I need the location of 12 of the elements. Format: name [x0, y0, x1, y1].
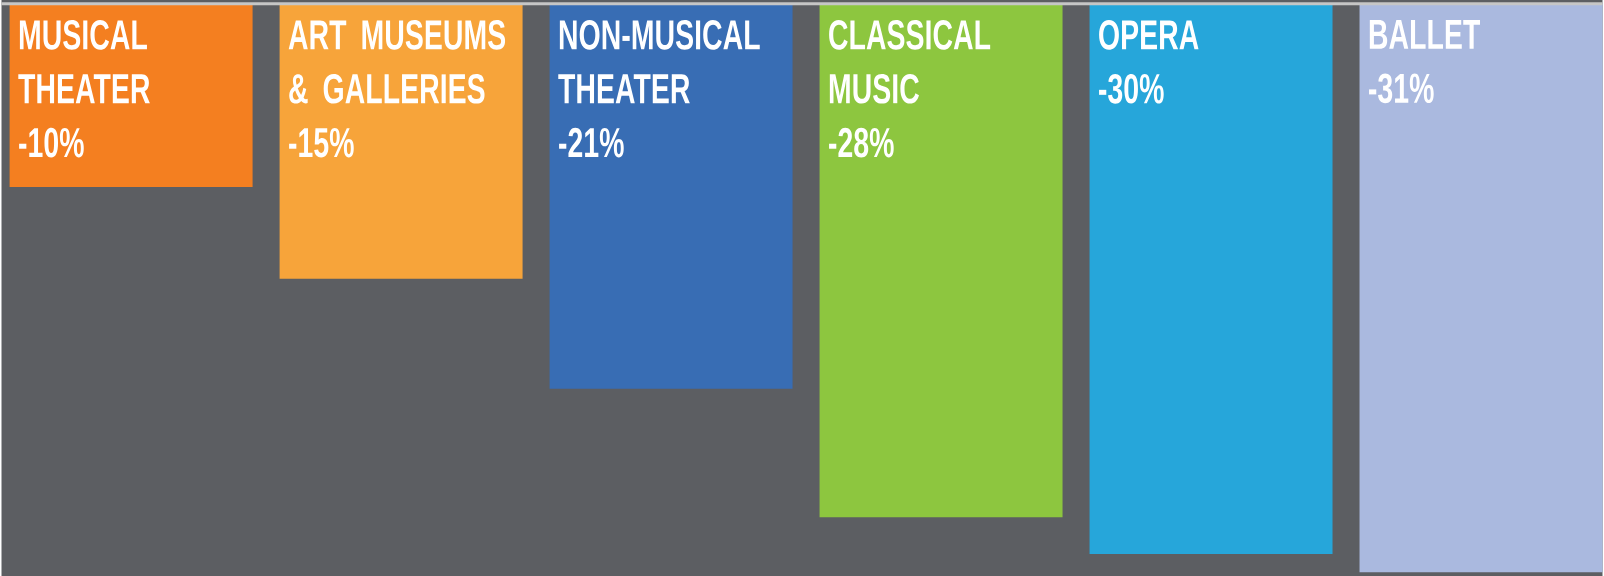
- data-label: -30%: [1099, 73, 1164, 104]
- data-label: -21%: [559, 127, 624, 158]
- x-tick-label: ART MUSEUMS & GALLERIES: [288, 20, 506, 104]
- data-label: -10%: [19, 127, 84, 158]
- data-label: -31%: [1369, 73, 1434, 104]
- x-tick-label: MUSICAL THEATER: [18, 20, 150, 104]
- x-tick-label: NON-MUSICAL THEATER: [558, 20, 760, 104]
- x-tick-label: CLASSICAL MUSIC: [829, 20, 991, 104]
- x-tick-label: OPERA: [1099, 20, 1199, 50]
- x-tick-label: BALLET: [1369, 20, 1481, 49]
- data-label: -28%: [829, 127, 894, 158]
- data-label: -15%: [289, 127, 354, 158]
